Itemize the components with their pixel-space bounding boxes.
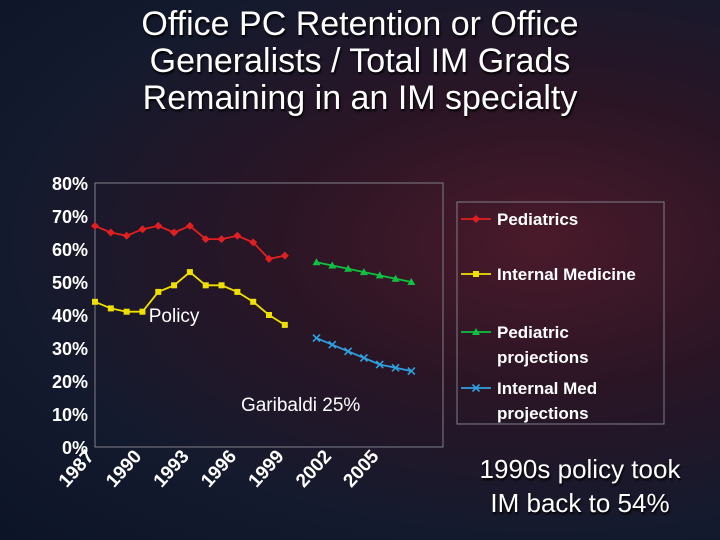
data-point-1 <box>154 221 163 230</box>
y-tick-label: 10% <box>52 405 88 425</box>
legend-swatch-marker <box>473 271 479 277</box>
title-line-3: Remaining in an IM specialty <box>142 79 578 117</box>
y-tick-label: 80% <box>52 174 88 194</box>
note-line-2: IM back to 54% <box>490 488 670 518</box>
data-point-4 <box>375 360 384 369</box>
annotation-1: Policy <box>149 306 200 327</box>
data-point-4 <box>407 367 416 376</box>
data-point-4 <box>344 347 353 356</box>
legend-label: Internal Med projections <box>497 379 597 423</box>
x-tick-label: 1990 <box>102 446 146 491</box>
y-tick-label: 40% <box>52 306 88 326</box>
x-tick-label: 1996 <box>197 446 241 491</box>
annotation-2: Garibaldi 25% <box>241 395 360 416</box>
data-point-2 <box>171 282 178 289</box>
slide-title: Office PC Retention or Office Generalist… <box>0 6 720 117</box>
data-point-1 <box>249 238 258 247</box>
legend-box <box>456 201 665 425</box>
data-point-2 <box>107 305 114 312</box>
data-point-4 <box>359 353 368 362</box>
data-point-4 <box>312 334 321 343</box>
legend-label: Internal Medicine <box>497 265 636 284</box>
data-point-2 <box>92 298 98 305</box>
data-point-3 <box>375 271 384 279</box>
data-point-4 <box>391 363 400 372</box>
data-point-3 <box>312 258 321 266</box>
x-tick-label: 2002 <box>292 446 336 491</box>
data-point-1 <box>138 225 147 234</box>
data-point-4 <box>328 340 337 349</box>
data-point-2 <box>281 321 288 328</box>
title-line-1: Office PC Retention or Office <box>141 5 579 43</box>
data-point-1 <box>233 231 242 240</box>
data-point-2 <box>250 298 257 305</box>
x-tick-label: 2005 <box>340 446 384 492</box>
data-point-1 <box>91 221 99 230</box>
legend-label: Pediatrics <box>497 210 578 229</box>
data-point-1 <box>280 251 289 260</box>
note-line-1: 1990s policy took <box>479 454 681 484</box>
data-point-1 <box>185 221 194 230</box>
y-tick-label: 60% <box>52 240 88 260</box>
data-point-1 <box>217 235 226 244</box>
data-point-2 <box>266 312 272 318</box>
data-point-1 <box>170 228 179 237</box>
data-point-3 <box>328 261 337 269</box>
data-point-2 <box>186 269 193 276</box>
data-point-1 <box>265 254 273 263</box>
y-tick-label: 0% <box>62 438 88 458</box>
y-tick-label: 30% <box>52 339 88 359</box>
y-tick-label: 50% <box>52 273 88 293</box>
data-point-2 <box>218 282 225 289</box>
y-tick-label: 70% <box>52 207 88 227</box>
data-point-3 <box>344 264 353 272</box>
legend-swatch-marker <box>472 328 480 335</box>
data-point-2 <box>155 288 162 295</box>
x-tick-label: 1999 <box>245 446 289 491</box>
data-point-3 <box>359 268 368 276</box>
data-point-2 <box>234 288 241 295</box>
legend-label: Pediatric projections <box>497 323 589 367</box>
data-point-2 <box>139 308 146 315</box>
title-line-2: Generalists / Total IM Grads <box>149 42 571 80</box>
data-point-2 <box>123 308 130 315</box>
y-tick-label: 20% <box>52 372 88 392</box>
data-point-1 <box>122 231 131 240</box>
data-point-3 <box>407 278 416 285</box>
plot-area <box>94 182 444 448</box>
data-point-3 <box>391 274 400 282</box>
data-point-2 <box>202 282 209 289</box>
policy-note: 1990s policy took IM back to 54% <box>455 452 705 520</box>
legend-swatch-marker <box>472 215 480 223</box>
x-tick-label: 1993 <box>150 446 194 491</box>
legend-swatch-marker <box>471 383 481 393</box>
data-point-1 <box>106 228 115 237</box>
data-point-1 <box>201 235 210 244</box>
